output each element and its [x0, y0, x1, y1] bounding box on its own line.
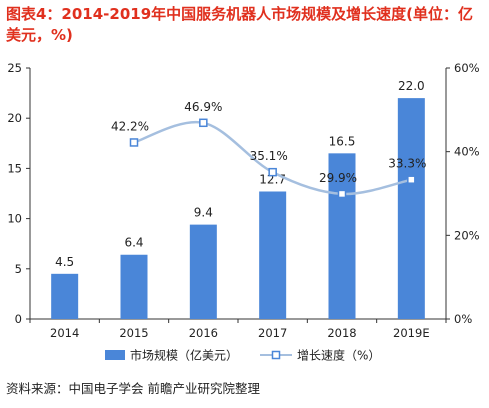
right-tick-label: 60%	[454, 61, 480, 75]
right-tick-labels: 0% 20% 40% 60%	[446, 61, 480, 326]
legend: 市场规模（亿美元） 增长速度（%）	[105, 348, 380, 363]
legend-bar-swatch	[105, 350, 125, 360]
legend-bar-label: 市场规模（亿美元）	[130, 348, 238, 363]
bar	[259, 191, 287, 319]
line-point	[129, 138, 139, 147]
bar	[328, 153, 356, 319]
left-tick-label: 25	[7, 61, 22, 75]
line-series	[129, 118, 416, 199]
x-tick-label: 2018	[327, 326, 356, 340]
bar	[120, 254, 148, 319]
bar-value-label: 4.5	[55, 255, 74, 269]
bar	[397, 98, 425, 320]
line-value-label: 33.3%	[388, 157, 426, 171]
left-tick-label: 5	[15, 262, 22, 276]
legend-line-label: 增长速度（%）	[297, 348, 380, 363]
chart-title: 图表4：2014-2019年中国服务机器人市场规模及增长速度(单位：亿美元，%)	[6, 5, 474, 44]
line-point	[199, 118, 208, 128]
left-tick-label: 15	[7, 161, 22, 175]
right-tick-label: 40%	[454, 145, 480, 159]
right-tick-label: 0%	[454, 312, 472, 326]
left-tick-label: 0	[15, 312, 22, 326]
right-tick-label: 20%	[454, 228, 480, 242]
legend-line-marker	[271, 350, 281, 360]
line-point	[337, 189, 347, 199]
x-tick-label: 2017	[258, 326, 287, 340]
bar-series	[51, 98, 425, 320]
line-value-label: 42.2%	[111, 119, 149, 133]
line-value-labels: 42.2% 46.9% 35.1% 29.9% 33.3%	[111, 100, 426, 185]
bar	[51, 273, 79, 319]
source-note: 资料来源：中国电子学会 前瞻产业研究院整理	[6, 381, 260, 396]
line-point	[407, 175, 416, 184]
x-tick-label: 2016	[189, 326, 218, 340]
x-tick-label: 2015	[119, 326, 148, 340]
x-tick-label: 2019E	[393, 326, 430, 340]
line-value-label: 46.9%	[184, 100, 222, 114]
line-value-label: 35.1%	[250, 149, 288, 163]
line-value-label: 29.9%	[319, 171, 357, 185]
bar	[189, 224, 217, 319]
left-tick-label: 10	[7, 212, 22, 226]
bar-value-label: 6.4	[124, 236, 143, 250]
bar-value-label: 16.5	[329, 134, 356, 148]
left-tick-label: 20	[7, 111, 22, 125]
left-tick-labels: 0 5 10 15 20 25	[7, 61, 30, 326]
bar-value-label: 22.0	[398, 79, 425, 93]
x-tick-labels: 2014 2015 2016 2017 2018 2019E	[29, 319, 447, 340]
line-point	[268, 167, 277, 177]
x-tick-label: 2014	[50, 326, 79, 340]
bar-value-labels: 4.56.49.412.716.522.0	[55, 79, 425, 269]
bar-value-label: 9.4	[194, 206, 213, 220]
